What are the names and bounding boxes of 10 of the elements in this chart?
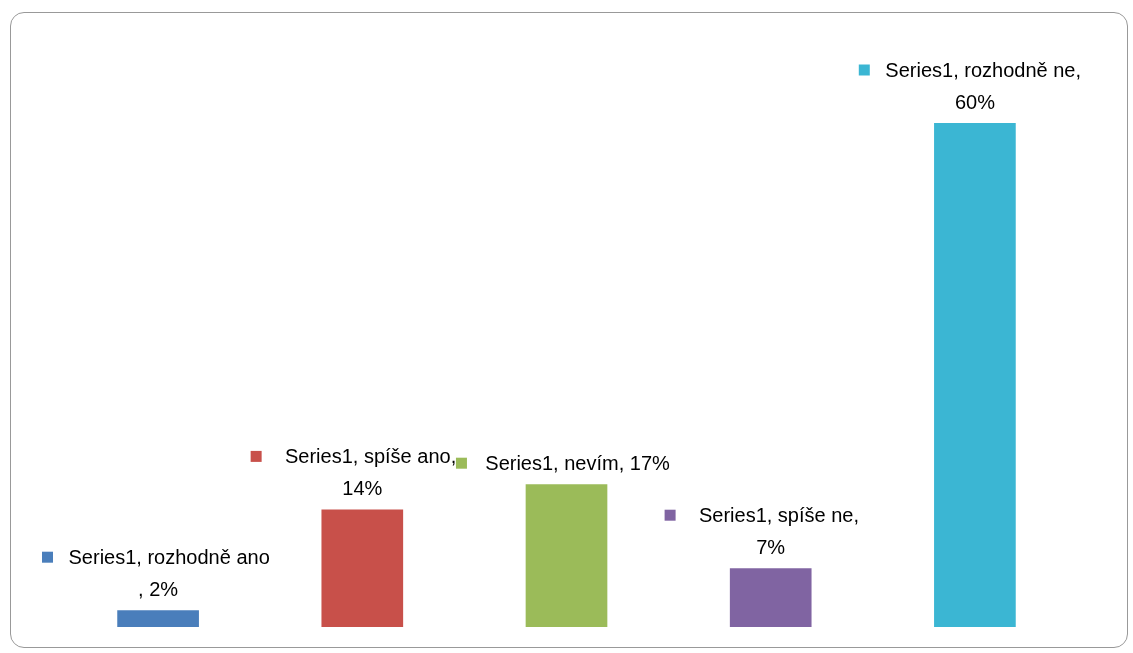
bar xyxy=(729,568,812,627)
data-label: Series1, spíše ano, 14% xyxy=(273,445,462,500)
bar xyxy=(525,484,608,627)
bar xyxy=(117,610,199,627)
bar xyxy=(321,509,404,627)
data-label: Series1, nevím, 17% xyxy=(474,452,671,475)
bar xyxy=(934,123,1016,627)
data-label: Series1, rozhodně ano, 2% xyxy=(57,546,270,601)
data-label: Series1, rozhodně ne, 60% xyxy=(874,59,1087,113)
data-label: Series1, spíše ne, 7% xyxy=(687,504,865,559)
